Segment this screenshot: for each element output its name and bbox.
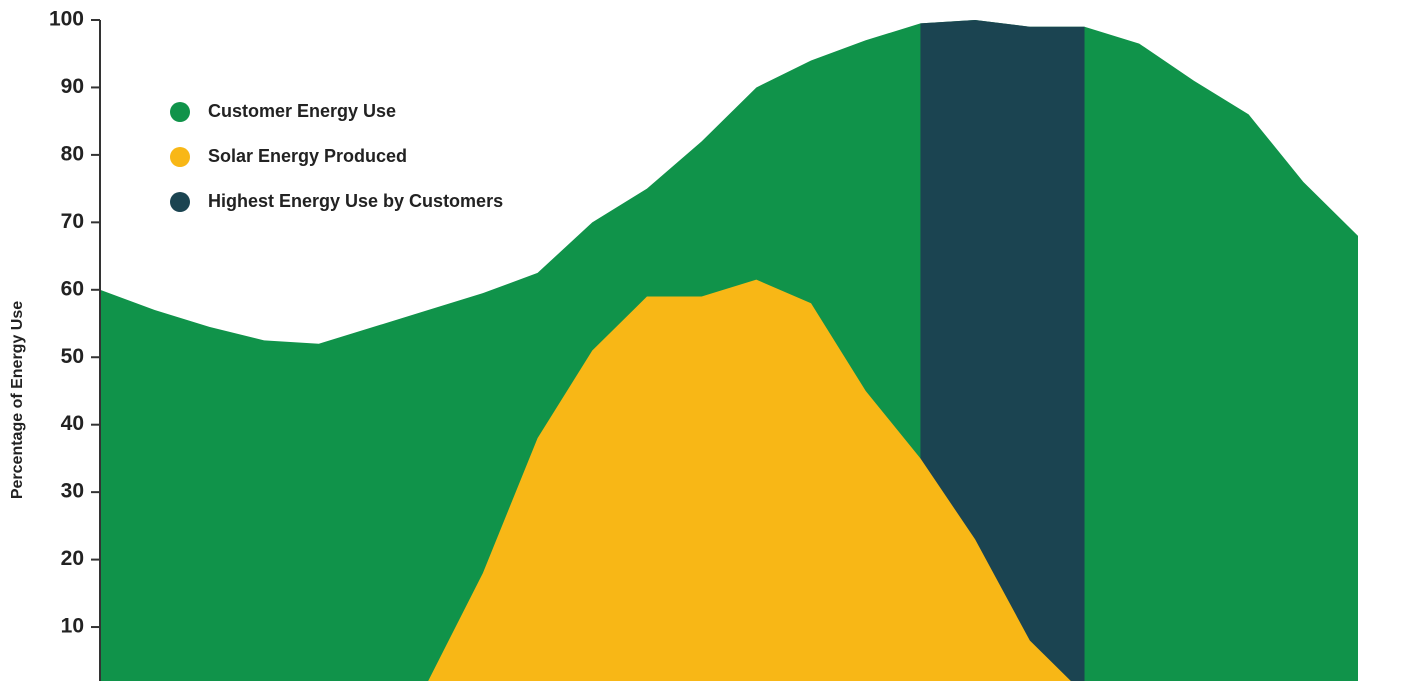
area — [373, 279, 1085, 681]
y-tick-label: 60 — [61, 277, 84, 300]
legend-marker — [170, 102, 190, 122]
y-tick-label: 10 — [61, 615, 84, 638]
legend-marker — [170, 192, 190, 212]
y-tick-label: 90 — [61, 75, 84, 98]
y-axis-label: Percentage of Energy Use — [9, 301, 26, 499]
y-tick-label: 50 — [61, 345, 84, 368]
y-tick-label: 100 — [49, 8, 84, 31]
legend-label: Highest Energy Use by Customers — [208, 191, 503, 211]
y-tick-label: 20 — [61, 547, 84, 570]
legend-marker — [170, 147, 190, 167]
legend-label: Customer Energy Use — [208, 101, 396, 121]
y-tick-label: 80 — [61, 142, 84, 165]
y-tick-label: 30 — [61, 480, 84, 503]
y-tick-label: 40 — [61, 412, 84, 435]
legend-label: Solar Energy Produced — [208, 146, 407, 166]
y-tick-label: 70 — [61, 210, 84, 233]
area — [920, 20, 1085, 681]
